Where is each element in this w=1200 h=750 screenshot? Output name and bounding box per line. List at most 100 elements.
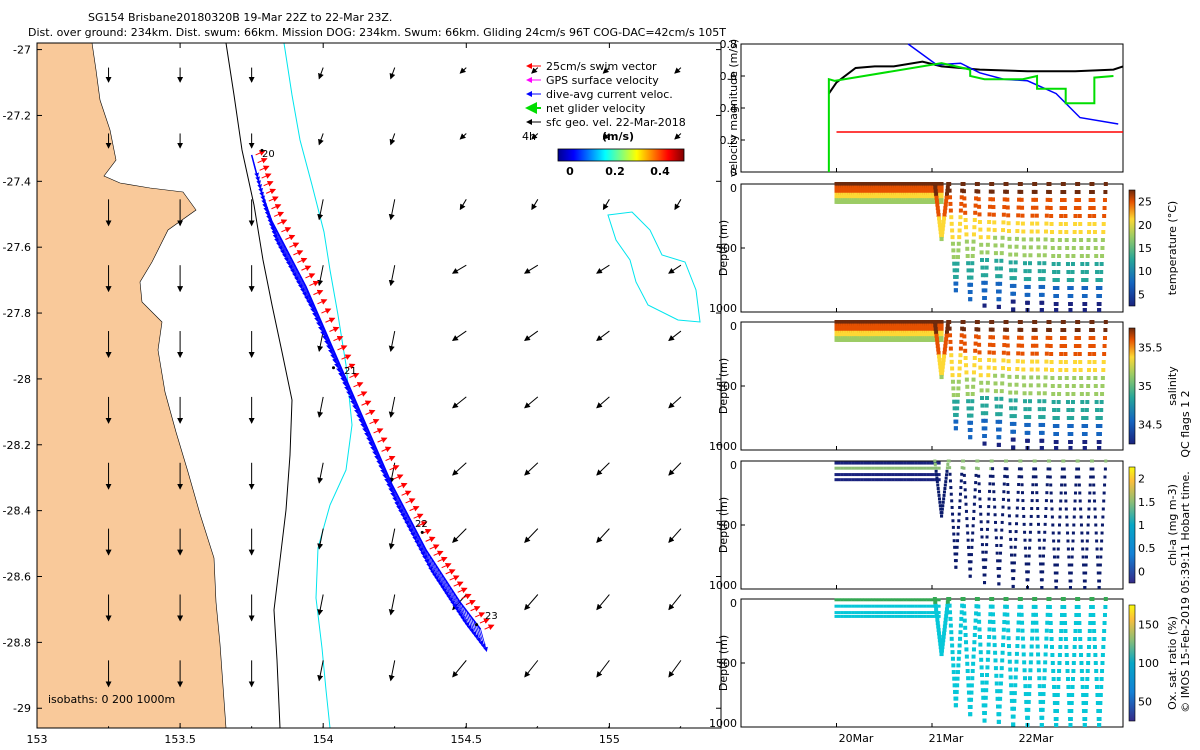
chla-sample	[986, 520, 990, 524]
salinity-sample	[992, 358, 997, 363]
chla-sample	[929, 473, 933, 477]
temperature-sample	[993, 251, 998, 256]
oxygen-sample	[1101, 645, 1106, 649]
oxygen-sample	[906, 598, 910, 602]
chla-sample	[923, 473, 927, 477]
chla-sample	[1088, 491, 1092, 495]
oxygen-sample	[1094, 677, 1099, 681]
temperature-sample	[999, 258, 1004, 263]
dac-vector	[303, 281, 311, 305]
temperature-sample	[959, 195, 964, 200]
temperature-sample	[944, 192, 949, 197]
temperature-sample	[1007, 244, 1012, 249]
chla-sample	[1080, 539, 1084, 543]
dac-vector	[277, 231, 285, 255]
temperature-sample	[1098, 286, 1103, 290]
temperature-sample	[1101, 230, 1106, 234]
chla-sample	[917, 466, 921, 470]
salinity-sample	[939, 375, 944, 380]
oxygen-sample	[950, 656, 955, 661]
temperature-sample	[1054, 294, 1059, 298]
chla-sample	[1005, 467, 1009, 471]
oxygen-sample	[914, 598, 918, 602]
oxygen-sample	[935, 621, 940, 626]
salinity-sample	[937, 357, 942, 362]
salinity-sample	[971, 384, 976, 389]
oxygen-sample	[883, 611, 887, 615]
salinity-sample	[1102, 352, 1107, 356]
chla-sample	[996, 559, 1000, 563]
map-axis-ticks: 153 153.5 154 154.5 155-27-27.2-27.4-27.6-27…	[3, 43, 721, 746]
chla-sample	[866, 466, 870, 470]
chla-sample	[1096, 563, 1100, 567]
dac-vector	[470, 616, 479, 640]
oxygen-sample	[1005, 612, 1010, 617]
temperature-sample	[991, 197, 996, 202]
chla-cbar-tick: 2	[1138, 473, 1145, 486]
temperature-sample	[1093, 246, 1098, 250]
salinity-sample	[1076, 328, 1081, 332]
temperature-sample	[1079, 246, 1084, 250]
chla-sample	[1093, 515, 1097, 519]
dac-vector	[468, 613, 477, 637]
chla-sample	[1052, 539, 1056, 543]
chla-sample	[894, 478, 898, 482]
temperature-sample	[992, 228, 997, 233]
oxygen-sample	[962, 611, 967, 616]
oxygen-sample	[877, 604, 881, 608]
temperature-sample	[943, 206, 948, 211]
chla-sample	[1099, 547, 1103, 551]
legend-swim-label: 25cm/s swim vector	[546, 60, 657, 73]
oxygen-sample	[1009, 683, 1014, 688]
oxygen-sample	[1097, 717, 1102, 721]
oxygen-sample	[1008, 667, 1013, 672]
oxygen-sample	[1095, 685, 1100, 689]
chla-sample	[942, 490, 946, 494]
swim-vector	[475, 612, 486, 618]
chla-sample	[959, 479, 963, 483]
chla-sample	[1048, 467, 1052, 471]
chla-sample	[1060, 475, 1064, 479]
chla-sample	[1067, 563, 1071, 567]
chla-sample	[973, 495, 977, 499]
salinity-sample	[1043, 375, 1048, 380]
oxygen-sample	[877, 614, 881, 618]
chla-sample	[843, 473, 847, 477]
chla-sample	[1044, 499, 1048, 503]
temperature-sample	[983, 280, 988, 285]
temperature-sample	[934, 199, 939, 204]
swim-vector	[385, 455, 396, 462]
oxygen-sample	[993, 650, 998, 655]
salinity-sample	[1049, 360, 1054, 364]
oxygen-sample	[977, 635, 982, 639]
chla-sample	[1065, 515, 1069, 519]
salinity-sample	[1033, 320, 1038, 324]
salinity-sample	[1028, 399, 1033, 404]
swim-vector	[470, 606, 481, 612]
temperature-sample	[1056, 270, 1061, 274]
oxygen-sample	[965, 661, 970, 666]
salinity-sample	[995, 412, 1000, 417]
dac-vector	[459, 601, 467, 625]
temperature-sample	[1039, 308, 1044, 312]
swim-vector	[445, 569, 456, 575]
salinity-sample	[948, 333, 953, 338]
chla-sample	[960, 472, 964, 476]
temperature-sample	[1012, 291, 1017, 296]
chla-sample	[1073, 491, 1077, 495]
temperature-sample	[1043, 237, 1048, 242]
temperature-sample	[1099, 262, 1104, 266]
oxygen-sample	[1102, 613, 1107, 617]
oxygen-sample	[962, 618, 967, 623]
chla-sample	[871, 466, 875, 470]
oxygen-sample	[866, 604, 870, 608]
oxygen-sample	[980, 673, 985, 677]
salinity-sample	[987, 358, 992, 362]
oxygen-sample	[1065, 669, 1070, 673]
temperature-sample	[1006, 221, 1011, 226]
salinity-sample	[1078, 360, 1083, 364]
temperature-sample	[1029, 237, 1034, 242]
chla-sample	[1100, 531, 1104, 535]
chla-sample	[1001, 513, 1005, 517]
salinity-sample	[996, 442, 1001, 447]
